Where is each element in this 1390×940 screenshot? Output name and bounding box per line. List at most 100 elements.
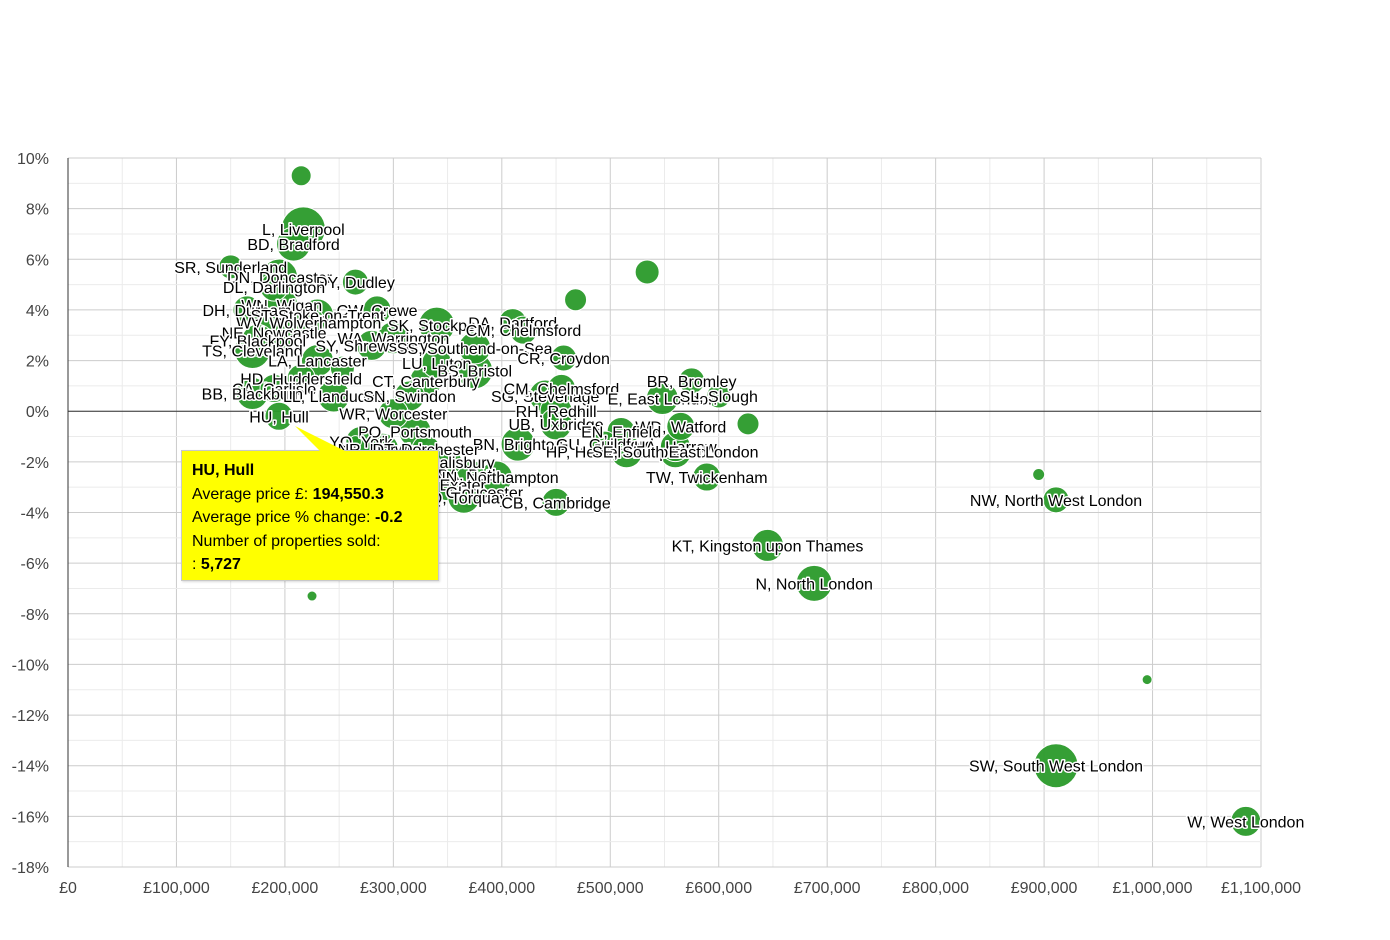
bubble-label: CB, Cambridge [501, 495, 610, 512]
bubble[interactable] [500, 426, 536, 462]
bubble[interactable] [634, 259, 660, 285]
bubble[interactable] [241, 323, 275, 357]
bubble-label: LL, Llandudno [283, 389, 385, 406]
bubble[interactable] [362, 295, 392, 325]
x-tick-label: £300,000 [360, 880, 427, 897]
bubble-label: SK, Stockport [388, 318, 486, 335]
bubble-label: CT, Canterbury [372, 374, 480, 391]
bubble[interactable] [539, 407, 573, 441]
bubble[interactable] [264, 401, 294, 431]
bubble[interactable] [678, 367, 706, 395]
x-tick-label: £800,000 [902, 880, 969, 897]
bubble[interactable] [286, 363, 316, 393]
bubble[interactable] [645, 382, 679, 416]
bubble-label: FY, Blackpool [209, 333, 306, 350]
bubble-label: HP, Hemel Hempstead [546, 445, 708, 462]
bubble-label: GL, Gloucester [415, 485, 523, 502]
bubble-label: TQ, Torquay [420, 490, 508, 507]
bubble[interactable] [550, 344, 578, 372]
y-tick-label: -4% [21, 506, 49, 523]
y-axis-ticks: 10% 8% 6% 4% 2% 0% -2% -4% -6% -8% -10% -12% -14% -16… [12, 151, 49, 877]
bubble[interactable] [541, 487, 571, 517]
bubble-label: CA, Carlisle [232, 381, 317, 398]
bubble[interactable] [692, 462, 722, 492]
bubble-label: WV, Wolverhampton [236, 316, 381, 333]
y-tick-label: -2% [21, 455, 49, 472]
y-tick-label: 4% [26, 303, 49, 320]
tooltip-price-label: Average price £: [192, 485, 309, 503]
x-tick-label: £400,000 [468, 880, 535, 897]
bubble[interactable] [1230, 805, 1262, 837]
bubble-label: CR, Croydon [517, 351, 609, 368]
bubble[interactable] [564, 288, 588, 312]
bubble-label: DH, Durham [202, 303, 291, 320]
bubble-label: HU, Hull [249, 409, 309, 426]
bubble-label: PO, Portsmouth [358, 424, 472, 441]
bubble[interactable] [751, 528, 785, 562]
bubble-label: NE, Newcastle [222, 326, 327, 343]
bubble-label: LA, Lancaster [268, 354, 367, 371]
bubble-label: DL, Darlington [223, 280, 325, 297]
bubble-label: N, North London [755, 576, 872, 593]
y-tick-label: -8% [21, 607, 49, 624]
bubble[interactable] [341, 268, 369, 296]
bubble-label: SL, Slough [680, 389, 758, 406]
bubble-label: UB, Uxbridge [508, 417, 603, 434]
bubble-label: BN, Brighton [473, 437, 564, 454]
y-tick-label: -6% [21, 556, 49, 573]
bubble[interactable] [276, 226, 312, 262]
x-tick-label: £200,000 [252, 880, 319, 897]
tooltip-price-value: 194,550.3 [312, 485, 384, 503]
bubble-label: CM, Chelmsford [504, 381, 620, 398]
bubble[interactable] [1042, 486, 1070, 514]
bubble[interactable] [306, 590, 318, 602]
bubble-label: CW, Crewe [337, 303, 418, 320]
bubble-label: GU, Guildford [556, 437, 654, 454]
bubble[interactable] [418, 306, 456, 344]
bubble[interactable] [546, 373, 576, 403]
tooltip-sold-value: 5,727 [200, 556, 241, 573]
bubble[interactable] [259, 272, 289, 302]
bubble-label: SR, Sunderland [174, 260, 287, 277]
bubble[interactable] [259, 373, 289, 403]
x-tick-label: £700,000 [794, 880, 861, 897]
bubble[interactable] [706, 383, 732, 409]
x-tick-label: £1,000,000 [1113, 880, 1193, 897]
bubble-label: SN, Swindon [363, 389, 456, 406]
bubble[interactable] [1032, 468, 1046, 482]
bubble[interactable] [795, 564, 833, 602]
bubble[interactable] [292, 306, 326, 340]
bubble-label: LU, Luton [402, 356, 471, 373]
bubble-label: EN, Enfield [581, 424, 661, 441]
bubble[interactable] [509, 315, 539, 345]
bubble-label: TS, Cleveland [202, 343, 303, 360]
bubble-label: NW, North West London [970, 493, 1142, 510]
bubble-label: NN, Northampton [434, 470, 559, 487]
bubble[interactable] [736, 412, 760, 436]
bubble-label: SS, Southend-on-Sea [397, 341, 553, 358]
bubble-label: HD, Huddersfield [240, 371, 362, 388]
y-tick-label: -10% [12, 657, 49, 674]
bubbles[interactable] [218, 165, 1262, 837]
bubble[interactable] [348, 435, 362, 449]
bubble[interactable] [317, 379, 351, 413]
bubble[interactable] [232, 295, 262, 325]
bubble[interactable] [377, 398, 409, 430]
x-tick-label: £900,000 [1011, 880, 1078, 897]
bubble-label: SE, South East London [592, 445, 758, 462]
bubble-label: WD, Watford [635, 419, 726, 436]
bubble[interactable] [666, 411, 696, 441]
bubble-label: ST, Stoke-on-Trent [251, 308, 385, 325]
bubble[interactable] [1033, 743, 1079, 789]
bubble[interactable] [591, 430, 619, 458]
bubble[interactable] [356, 329, 388, 361]
bubble[interactable] [218, 254, 244, 280]
bubble-label: WA, Warrington [337, 331, 449, 348]
bubble[interactable] [458, 331, 492, 365]
bubble[interactable] [329, 355, 355, 381]
bubble[interactable] [290, 165, 312, 187]
bubble-label: BR, Bromley [647, 374, 737, 391]
bubble[interactable] [1141, 674, 1153, 686]
bubble[interactable] [421, 347, 453, 379]
y-tick-label: 8% [26, 202, 49, 219]
